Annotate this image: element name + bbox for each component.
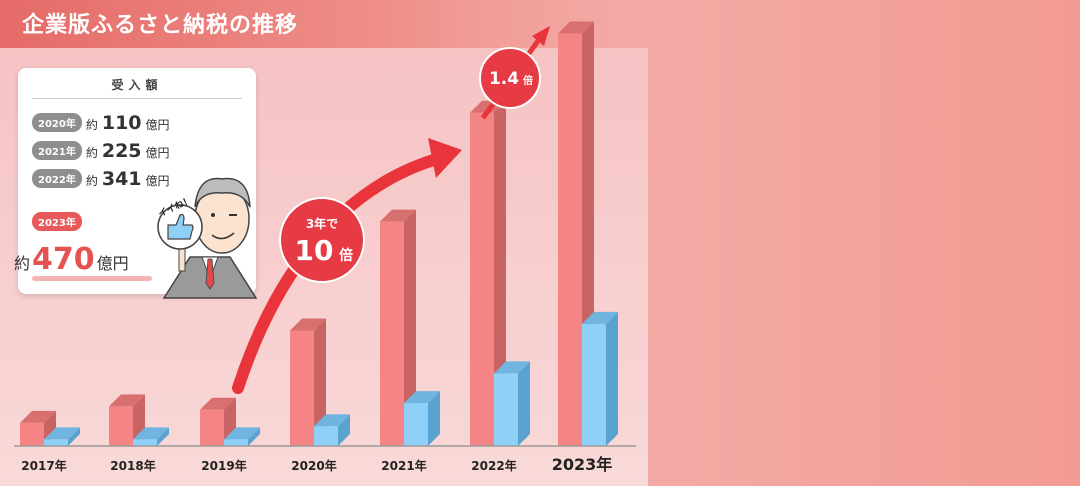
thumbs-up-icon	[167, 213, 194, 240]
bar-blue-2-side	[248, 427, 260, 446]
businessman-illustration: イイね！	[157, 177, 258, 299]
x-tick-labels: 2017年 2018年 2019年 2020年 2021年 2022年 2023年	[21, 455, 612, 474]
ten-times-badge-suffix: 倍	[339, 247, 353, 264]
one-point-four-badge-number: 1.4	[489, 69, 519, 89]
bar-red-4-front	[380, 221, 404, 446]
one-point-four-badge-suffix: 倍	[523, 74, 533, 87]
card-row-2023-label: 2023年	[32, 212, 82, 233]
bar-blue-6-front	[582, 323, 606, 446]
amount-unit: 億円	[145, 146, 170, 160]
x-tick-label: 2019年	[201, 458, 246, 473]
bars-group	[20, 21, 618, 446]
card-row-2020: 2020年 約 110 億円	[32, 112, 170, 134]
year-pill-highlight: 2023年	[32, 212, 82, 231]
highlight-underline	[32, 276, 152, 281]
bar-blue-4-side	[428, 391, 440, 446]
bar-red-5-front	[470, 112, 494, 446]
card-heading: 受入額	[111, 78, 163, 92]
x-tick-label: 2021年	[381, 458, 426, 473]
bar-red-5-side	[494, 100, 506, 446]
highlight-unit: 億円	[96, 254, 129, 273]
bar-blue-1-side	[157, 427, 169, 446]
hair	[194, 177, 251, 208]
ten-times-badge	[279, 197, 365, 283]
bar-blue-3-front	[314, 426, 338, 446]
bar-blue-2-front	[224, 439, 248, 446]
bar-blue-3-side	[338, 414, 350, 446]
amount-value: 110	[101, 112, 142, 134]
amount-value: 225	[101, 140, 142, 162]
x-tick-label: 2023年	[552, 455, 613, 474]
year-pill: 2021年	[32, 141, 82, 160]
amount-unit: 億円	[145, 118, 170, 132]
bar-red-4-side	[404, 209, 416, 446]
card-highlight-amount: 約 470 億円	[14, 242, 129, 277]
bar-red-2-front	[200, 409, 224, 446]
year-pill: 2022年	[32, 169, 82, 188]
bar-red-3-side	[314, 318, 326, 446]
amount-prefix: 約	[85, 174, 98, 188]
amount-value: 341	[101, 168, 142, 190]
bar-blue-1-front	[133, 439, 157, 446]
amount-unit: 億円	[145, 174, 170, 188]
bar-red-4-top	[380, 209, 416, 222]
bar-red-0-top	[20, 410, 56, 423]
bar-red-3-front	[290, 330, 314, 446]
bar-red-1-top	[109, 394, 145, 407]
one-point-four-badge	[479, 47, 541, 109]
x-tick-label: 2022年	[471, 458, 516, 473]
growth-arrowhead	[428, 138, 462, 178]
bar-blue-4-front	[404, 403, 428, 446]
bar-red-6-top	[558, 21, 594, 34]
bar-blue-6-top	[582, 311, 618, 324]
title-bar: 企業版ふるさと納税の推移	[0, 0, 648, 48]
card-row-2022: 2022年 約 341 億円	[32, 168, 170, 190]
x-tick-label: 2017年	[21, 458, 66, 473]
amount-prefix: 約	[85, 118, 98, 132]
left-eye	[211, 213, 215, 217]
bar-red-3-top	[290, 318, 326, 331]
revenue-card: 受入額 2020年 約 110 億円 2021年 約 225 億円 2022年 …	[18, 68, 256, 294]
year-pill: 2020年	[32, 113, 82, 132]
bar-blue-5-side	[518, 361, 530, 446]
bar-red-0-front	[20, 422, 44, 446]
bar-blue-0-top	[44, 427, 80, 440]
bar-blue-3-top	[314, 414, 350, 427]
growth-arrowhead-small	[532, 26, 550, 46]
bar-blue-4-top	[404, 391, 440, 404]
tie	[205, 258, 215, 290]
amount-prefix: 約	[85, 146, 98, 160]
bar-red-6-front	[558, 33, 582, 446]
x-tick-label: 2018年	[110, 458, 155, 473]
bar-blue-0-front	[44, 439, 68, 446]
ten-times-badge-number: 10	[295, 234, 334, 267]
bar-blue-6-side	[606, 311, 618, 446]
bar-blue-2-top	[224, 427, 260, 440]
bar-red-1-front	[109, 406, 133, 446]
smile	[211, 232, 235, 240]
x-tick-label: 2020年	[291, 458, 336, 473]
highlight-prefix: 約	[14, 254, 31, 273]
bar-blue-5-top	[494, 361, 530, 374]
page-title: 企業版ふるさと納税の推移	[22, 13, 299, 38]
bar-red-2-top	[200, 397, 236, 410]
card-divider	[32, 98, 242, 99]
highlight-value: 470	[32, 242, 95, 277]
bar-blue-1-top	[133, 427, 169, 440]
bar-blue-0-side	[68, 427, 80, 446]
bar-blue-5-front	[494, 373, 518, 446]
ten-times-badge-line1: 3年で	[306, 216, 338, 231]
card-row-2021: 2021年 約 225 億円	[32, 140, 170, 162]
